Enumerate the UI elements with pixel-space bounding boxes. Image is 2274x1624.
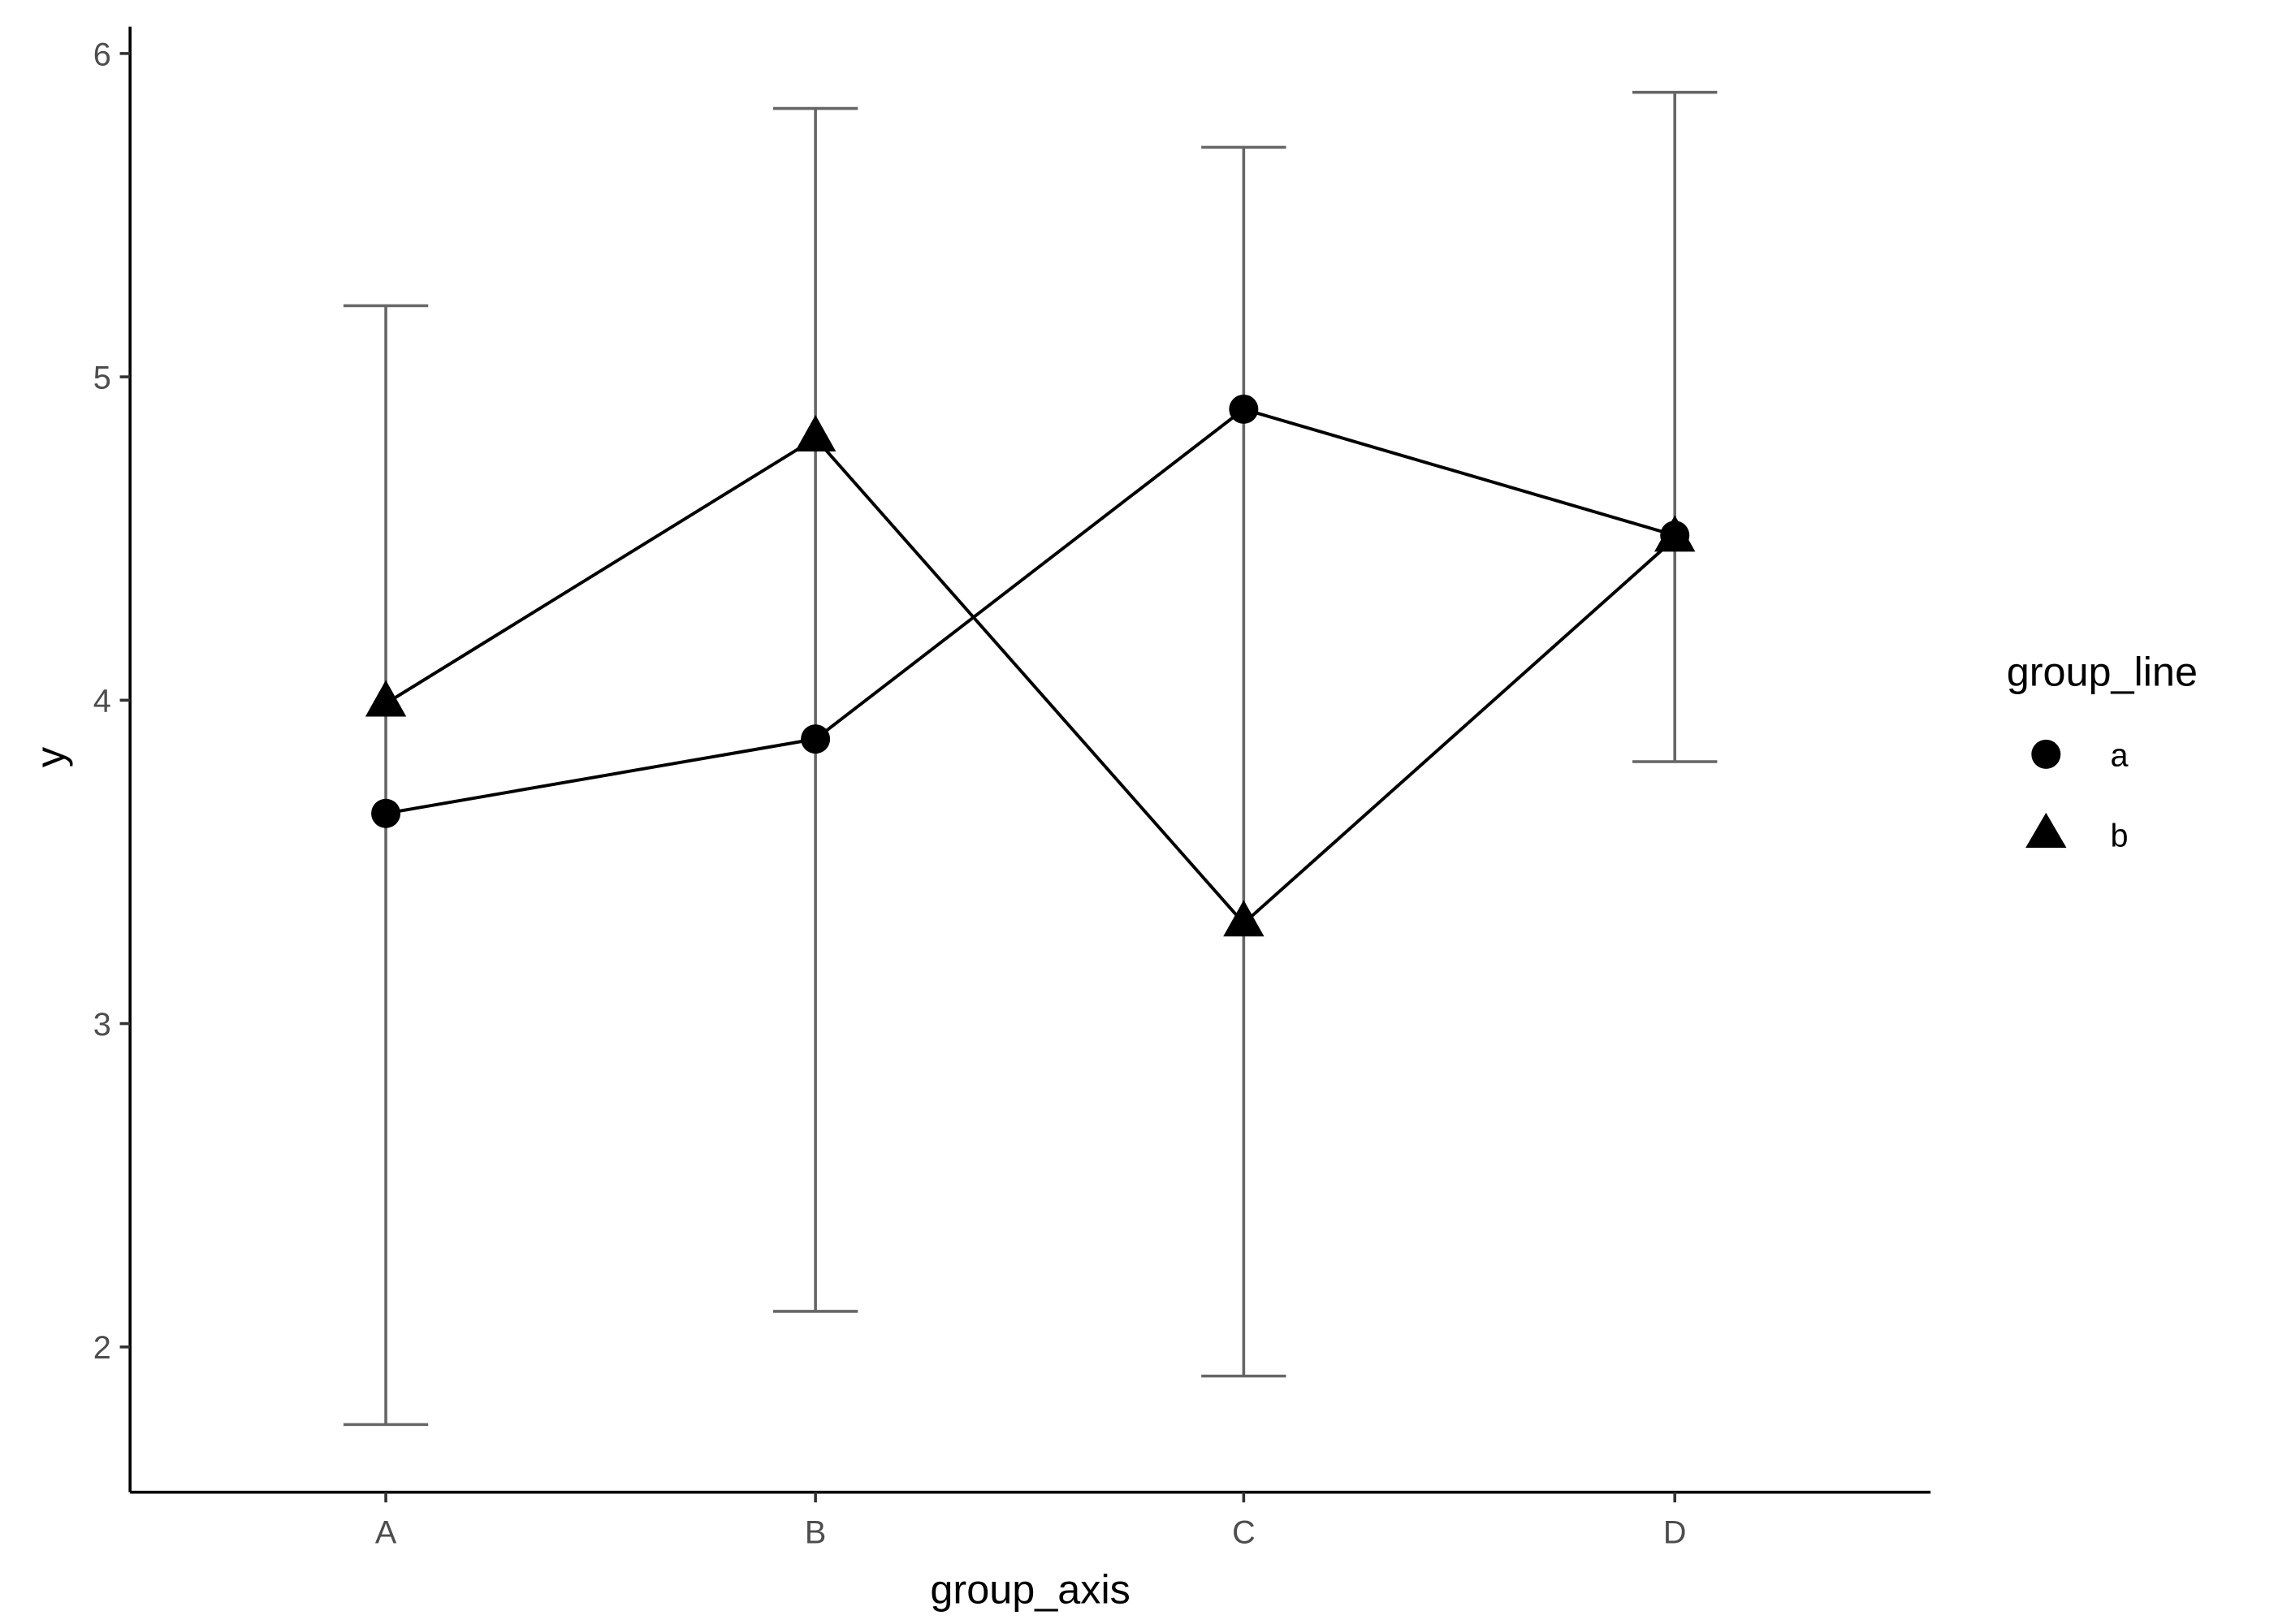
legend: group_line a b bbox=[2007, 648, 2198, 853]
series-line-b bbox=[385, 436, 1676, 926]
x-tick-label: D bbox=[1663, 1515, 1687, 1551]
x-tick-label: C bbox=[1232, 1515, 1256, 1551]
y-tick-label: 5 bbox=[93, 361, 111, 396]
x-ticks: A B C D bbox=[375, 1492, 1687, 1551]
legend-title: group_line bbox=[2007, 648, 2198, 694]
y-tick-label: 6 bbox=[93, 37, 111, 72]
x-tick-label: B bbox=[805, 1515, 826, 1551]
point-b-A bbox=[365, 680, 407, 717]
legend-label-b: b bbox=[2110, 818, 2128, 853]
y-tick-label: 3 bbox=[93, 1007, 111, 1043]
point-a-C bbox=[1229, 394, 1259, 424]
y-tick-label: 4 bbox=[93, 684, 111, 719]
point-b-B bbox=[794, 414, 837, 451]
legend-key-b-triangle-icon bbox=[2025, 812, 2067, 849]
y-ticks: 2 3 4 5 6 bbox=[93, 37, 131, 1366]
point-a-B bbox=[801, 724, 831, 754]
x-axis-title: group_axis bbox=[930, 1566, 1130, 1612]
y-tick-label: 2 bbox=[93, 1330, 111, 1366]
series-lines bbox=[385, 407, 1676, 926]
y-axis-title: y bbox=[27, 746, 73, 767]
point-a-A bbox=[371, 798, 401, 828]
x-tick-label: A bbox=[375, 1515, 397, 1551]
series-points bbox=[365, 394, 1696, 937]
error-bars bbox=[343, 90, 1718, 1427]
series-line-a bbox=[385, 407, 1675, 815]
point-b-D bbox=[1654, 515, 1696, 552]
point-b-C bbox=[1223, 900, 1265, 937]
legend-key-a-circle-icon bbox=[2031, 739, 2061, 769]
legend-label-a: a bbox=[2110, 737, 2129, 773]
